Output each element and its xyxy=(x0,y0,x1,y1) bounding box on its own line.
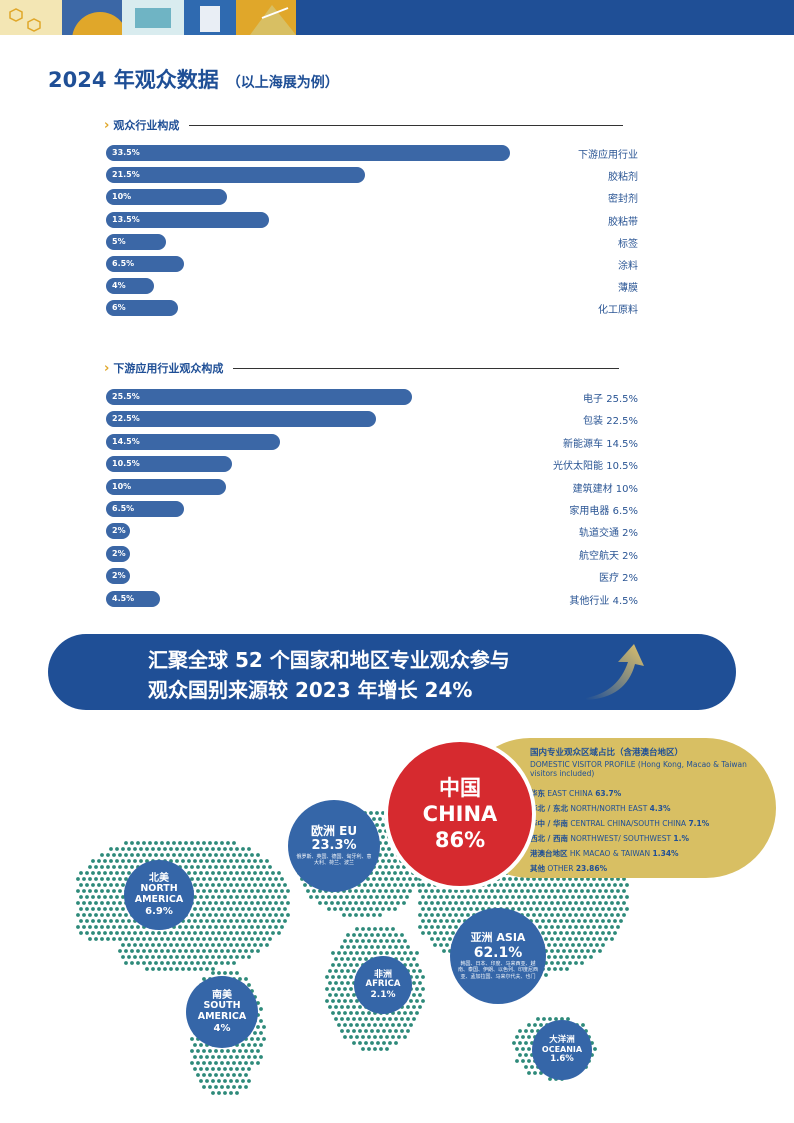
downstream-bar-label: 光伏太阳能 10.5% xyxy=(553,461,638,473)
downstream-bar-value: 25.5% xyxy=(112,392,140,401)
downstream-bar-label: 其他行业 4.5% xyxy=(569,595,638,607)
top-blue-strip xyxy=(296,0,794,35)
downstream-bar-label: 电子 25.5% xyxy=(583,394,638,405)
downstream-bar-label: 轨道交通 2% xyxy=(578,528,638,540)
industry-bar-value: 10% xyxy=(112,192,132,202)
chevron-right-icon: › xyxy=(104,117,110,133)
downstream-bar-label: 建筑建材 10% xyxy=(572,483,638,495)
industry-bar-value: 4% xyxy=(112,281,126,291)
domestic-region-row: 西北 / 西南 NORTHWEST/ SOUTHWEST 1.% xyxy=(530,834,690,843)
region-asia: 亚洲 ASIA 62.1% 韩国、日本、印度、马来西亚、越南、泰国、伊朗、以色列… xyxy=(450,908,546,1004)
top-decorative-band xyxy=(0,0,794,35)
downstream-bar-value: 10% xyxy=(112,481,132,491)
industry-bar-value: 13.5% xyxy=(112,214,140,224)
downstream-bar-value: 10.5% xyxy=(112,459,140,469)
region-eu: 欧洲 EU 23.3% 俄罗斯、英国、德国、匈牙利、意大利、荷兰、波兰 xyxy=(288,800,380,892)
downstream-bar-label: 家用电器 6.5% xyxy=(569,506,638,517)
industry-bar-value: 5% xyxy=(112,236,126,246)
downstream-bar-value: 2% xyxy=(112,526,126,536)
downstream-bar-value: 2% xyxy=(112,548,126,558)
downstream-bar: 10% xyxy=(106,478,226,495)
industry-bar: 6% xyxy=(106,300,179,317)
downstream-bar: 25.5% xyxy=(106,389,412,405)
industry-bar-value: 21.5% xyxy=(112,170,140,180)
industry-bar-label: 胶粘带 xyxy=(608,216,638,228)
domestic-region-row: 华北 / 东北 NORTH/NORTH EAST 4.3% xyxy=(530,804,671,813)
downstream-bar: 2% xyxy=(106,523,130,540)
header-illustration xyxy=(0,0,296,35)
downstream-bar: 2% xyxy=(106,545,130,562)
region-oceania: 大洋洲 OCEANIA 1.6% xyxy=(532,1020,592,1080)
domestic-region-row: 华东 EAST CHINA 63.7% xyxy=(530,789,622,798)
domestic-region-row: 其他 OTHER 23.86% xyxy=(530,864,608,873)
industry-bar: 5% xyxy=(106,233,167,250)
downstream-bar-value: 4.5% xyxy=(112,593,135,603)
china-circle: 中国 CHINA 86% xyxy=(384,738,536,890)
page-subtitle: （以上海展为例） xyxy=(226,75,339,91)
downstream-bar-label: 包装 22.5% xyxy=(583,416,638,428)
downstream-bar: 22.5% xyxy=(106,411,376,428)
industry-bar-label: 标签 xyxy=(618,238,638,250)
industry-bar-value: 6% xyxy=(112,303,126,313)
downstream-bar-value: 2% xyxy=(112,571,126,581)
downstream-bar: 4.5% xyxy=(106,590,160,607)
industry-bar: 6.5% xyxy=(106,256,185,272)
domestic-region-row: 港澳台地区 HK MACAO & TAIWAN 1.34% xyxy=(530,849,679,858)
downstream-bar: 14.5% xyxy=(106,433,280,450)
industry-bar: 21.5% xyxy=(106,167,366,184)
industry-bar-label: 密封剂 xyxy=(608,194,638,206)
section-heading-industry: › 观众行业构成 xyxy=(104,115,624,135)
industry-bar: 13.5% xyxy=(106,211,269,228)
downstream-bar: 10.5% xyxy=(106,456,232,473)
downstream-bar-value: 14.5% xyxy=(112,436,140,446)
downstream-bar: 2% xyxy=(106,568,130,585)
industry-bar-label: 薄膜 xyxy=(618,283,638,295)
region-africa: 非洲 AFRICA 2.1% xyxy=(354,956,412,1014)
heading-rule xyxy=(233,367,620,369)
industry-bar: 10% xyxy=(106,189,227,206)
industry-bar-label: 涂料 xyxy=(618,261,638,272)
chevron-right-icon: › xyxy=(104,360,110,376)
downstream-bar-value: 22.5% xyxy=(112,414,140,424)
downstream-bar-value: 6.5% xyxy=(112,504,135,513)
domestic-region-row: 华中 / 华南 CENTRAL CHINA/SOUTH CHINA 7.1% xyxy=(530,819,710,828)
banner-line-2: 观众国别来源较 2023 年增长 24% xyxy=(148,678,473,702)
industry-bar-value: 6.5% xyxy=(112,259,135,268)
industry-bar-label: 下游应用行业 xyxy=(578,150,638,161)
banner-line-1: 汇聚全球 52 个国家和地区专业观众参与 xyxy=(148,648,510,672)
page-title: 2024 年观众数据 （以上海展为例） xyxy=(48,68,339,92)
downstream-bar: 6.5% xyxy=(106,501,184,517)
domestic-title: 国内专业观众区域占比（含港澳台地区） xyxy=(530,748,684,758)
region-south-america: 南美 SOUTH AMERICA 4% xyxy=(186,976,258,1048)
domestic-description: DOMESTIC VISITOR PROFILE (Hong Kong, Mac… xyxy=(530,760,747,779)
industry-bar: 4% xyxy=(106,278,155,295)
downstream-bar-label: 航空航天 2% xyxy=(578,550,638,562)
heading-rule xyxy=(189,124,624,126)
region-north-america: 北美 NORTH AMERICA 6.9% xyxy=(124,860,194,930)
growth-arrow-icon xyxy=(586,644,644,700)
industry-bar: 33.5% xyxy=(106,145,510,161)
highlight-banner: 汇聚全球 52 个国家和地区专业观众参与 观众国别来源较 2023 年增长 24… xyxy=(48,634,736,710)
downstream-bar-label: 医疗 2% xyxy=(598,573,638,585)
industry-bar-value: 33.5% xyxy=(112,148,140,157)
industry-bar-label: 化工原料 xyxy=(598,305,638,317)
section-heading-downstream: › 下游应用行业观众构成 xyxy=(104,358,620,378)
downstream-bar-label: 新能源车 14.5% xyxy=(563,438,638,450)
industry-bar-label: 胶粘剂 xyxy=(608,172,638,184)
